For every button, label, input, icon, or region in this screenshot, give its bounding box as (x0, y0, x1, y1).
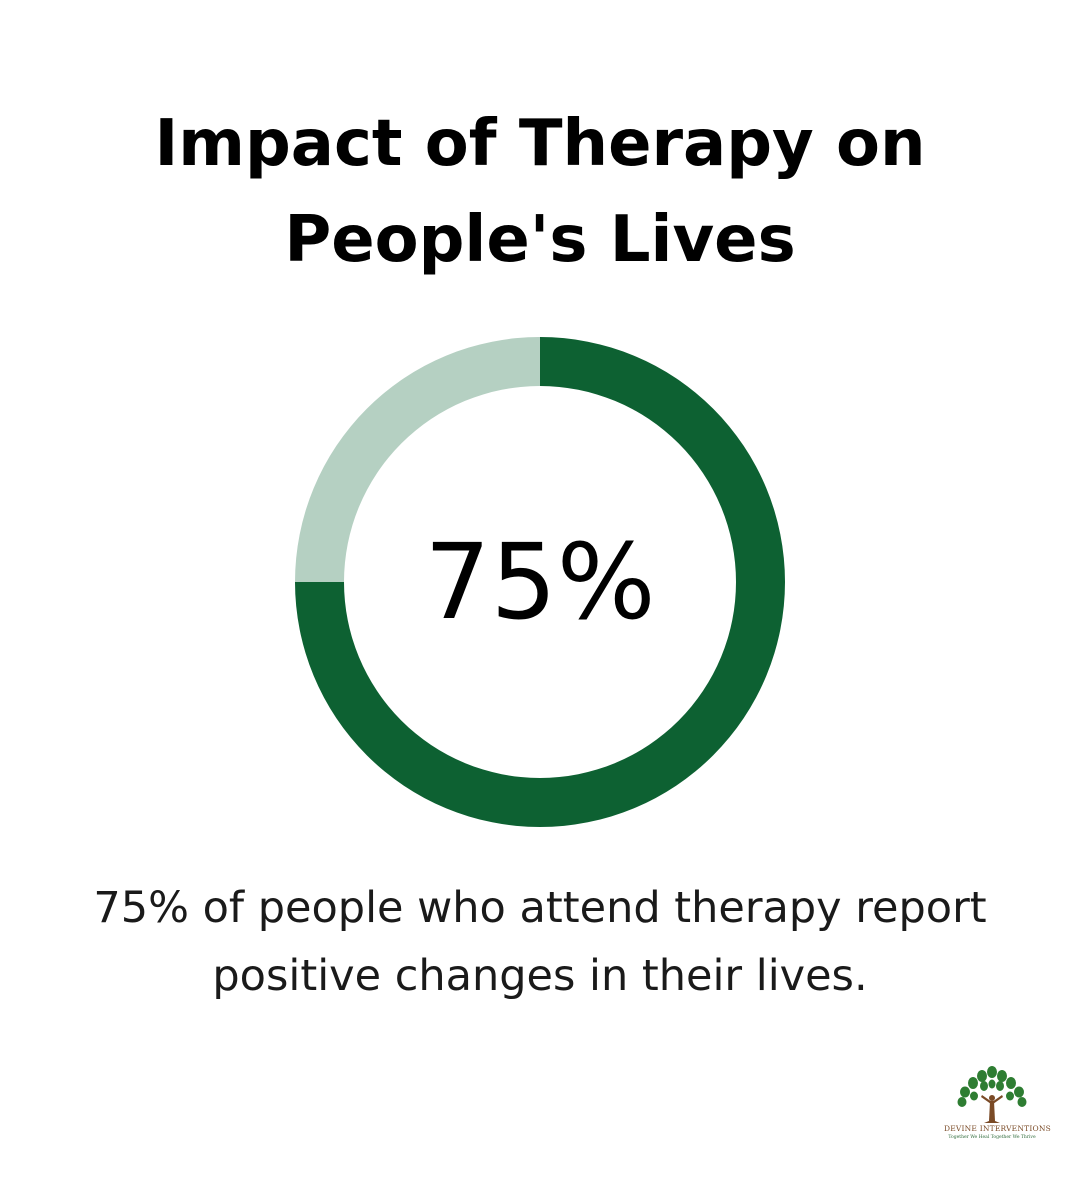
center-percentage-label: 75% (424, 521, 655, 643)
tree-of-life-icon (957, 1066, 1027, 1123)
caption-line-1: 75% of people who attend therapy report (93, 883, 987, 933)
logo-name: DEVINE INTERVENTIONS (944, 1124, 1051, 1133)
brand-logo: DEVINE INTERVENTIONS Together We Heal To… (944, 1064, 1051, 1148)
donut-slice-2 (295, 337, 540, 582)
title-line-2: People's Lives (284, 203, 796, 277)
caption-line-2: positive changes in their lives. (212, 951, 868, 1001)
title-line-1: Impact of Therapy on (154, 107, 926, 181)
logo-tagline: Together We Heal Together We Thrive (948, 1135, 1036, 1140)
caption: 75% of people who attend therapy report … (40, 874, 1040, 1010)
chart-title: Impact of Therapy on People's Lives (0, 96, 1080, 288)
